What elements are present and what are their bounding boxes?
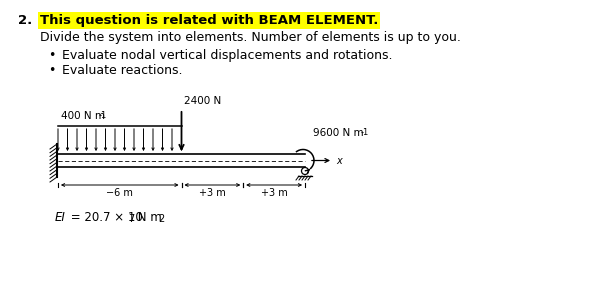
Text: N m: N m <box>134 211 162 224</box>
Text: Evaluate reactions.: Evaluate reactions. <box>62 64 182 77</box>
Text: 2400 N: 2400 N <box>184 96 222 106</box>
Text: This question is related with BEAM ELEMENT.: This question is related with BEAM ELEME… <box>40 14 378 27</box>
Text: 9600 N m: 9600 N m <box>313 128 364 138</box>
Text: Divide the system into elements. Number of elements is up to you.: Divide the system into elements. Number … <box>40 31 461 44</box>
Text: •: • <box>48 64 55 77</box>
Text: +3 m: +3 m <box>199 188 226 198</box>
Text: = 20.7 × 10: = 20.7 × 10 <box>67 211 143 224</box>
Text: -1: -1 <box>361 128 369 137</box>
Text: 2: 2 <box>158 214 164 224</box>
Text: •: • <box>48 49 55 62</box>
Text: 400 N m: 400 N m <box>61 111 105 121</box>
Text: +3 m: +3 m <box>261 188 287 198</box>
Text: 2.: 2. <box>18 14 32 27</box>
Text: −6 m: −6 m <box>106 188 133 198</box>
Text: EI: EI <box>55 211 66 224</box>
Text: Evaluate nodal vertical displacements and rotations.: Evaluate nodal vertical displacements an… <box>62 49 393 62</box>
Text: -1: -1 <box>99 111 107 120</box>
Text: x: x <box>336 155 342 166</box>
Text: 7: 7 <box>128 214 135 224</box>
